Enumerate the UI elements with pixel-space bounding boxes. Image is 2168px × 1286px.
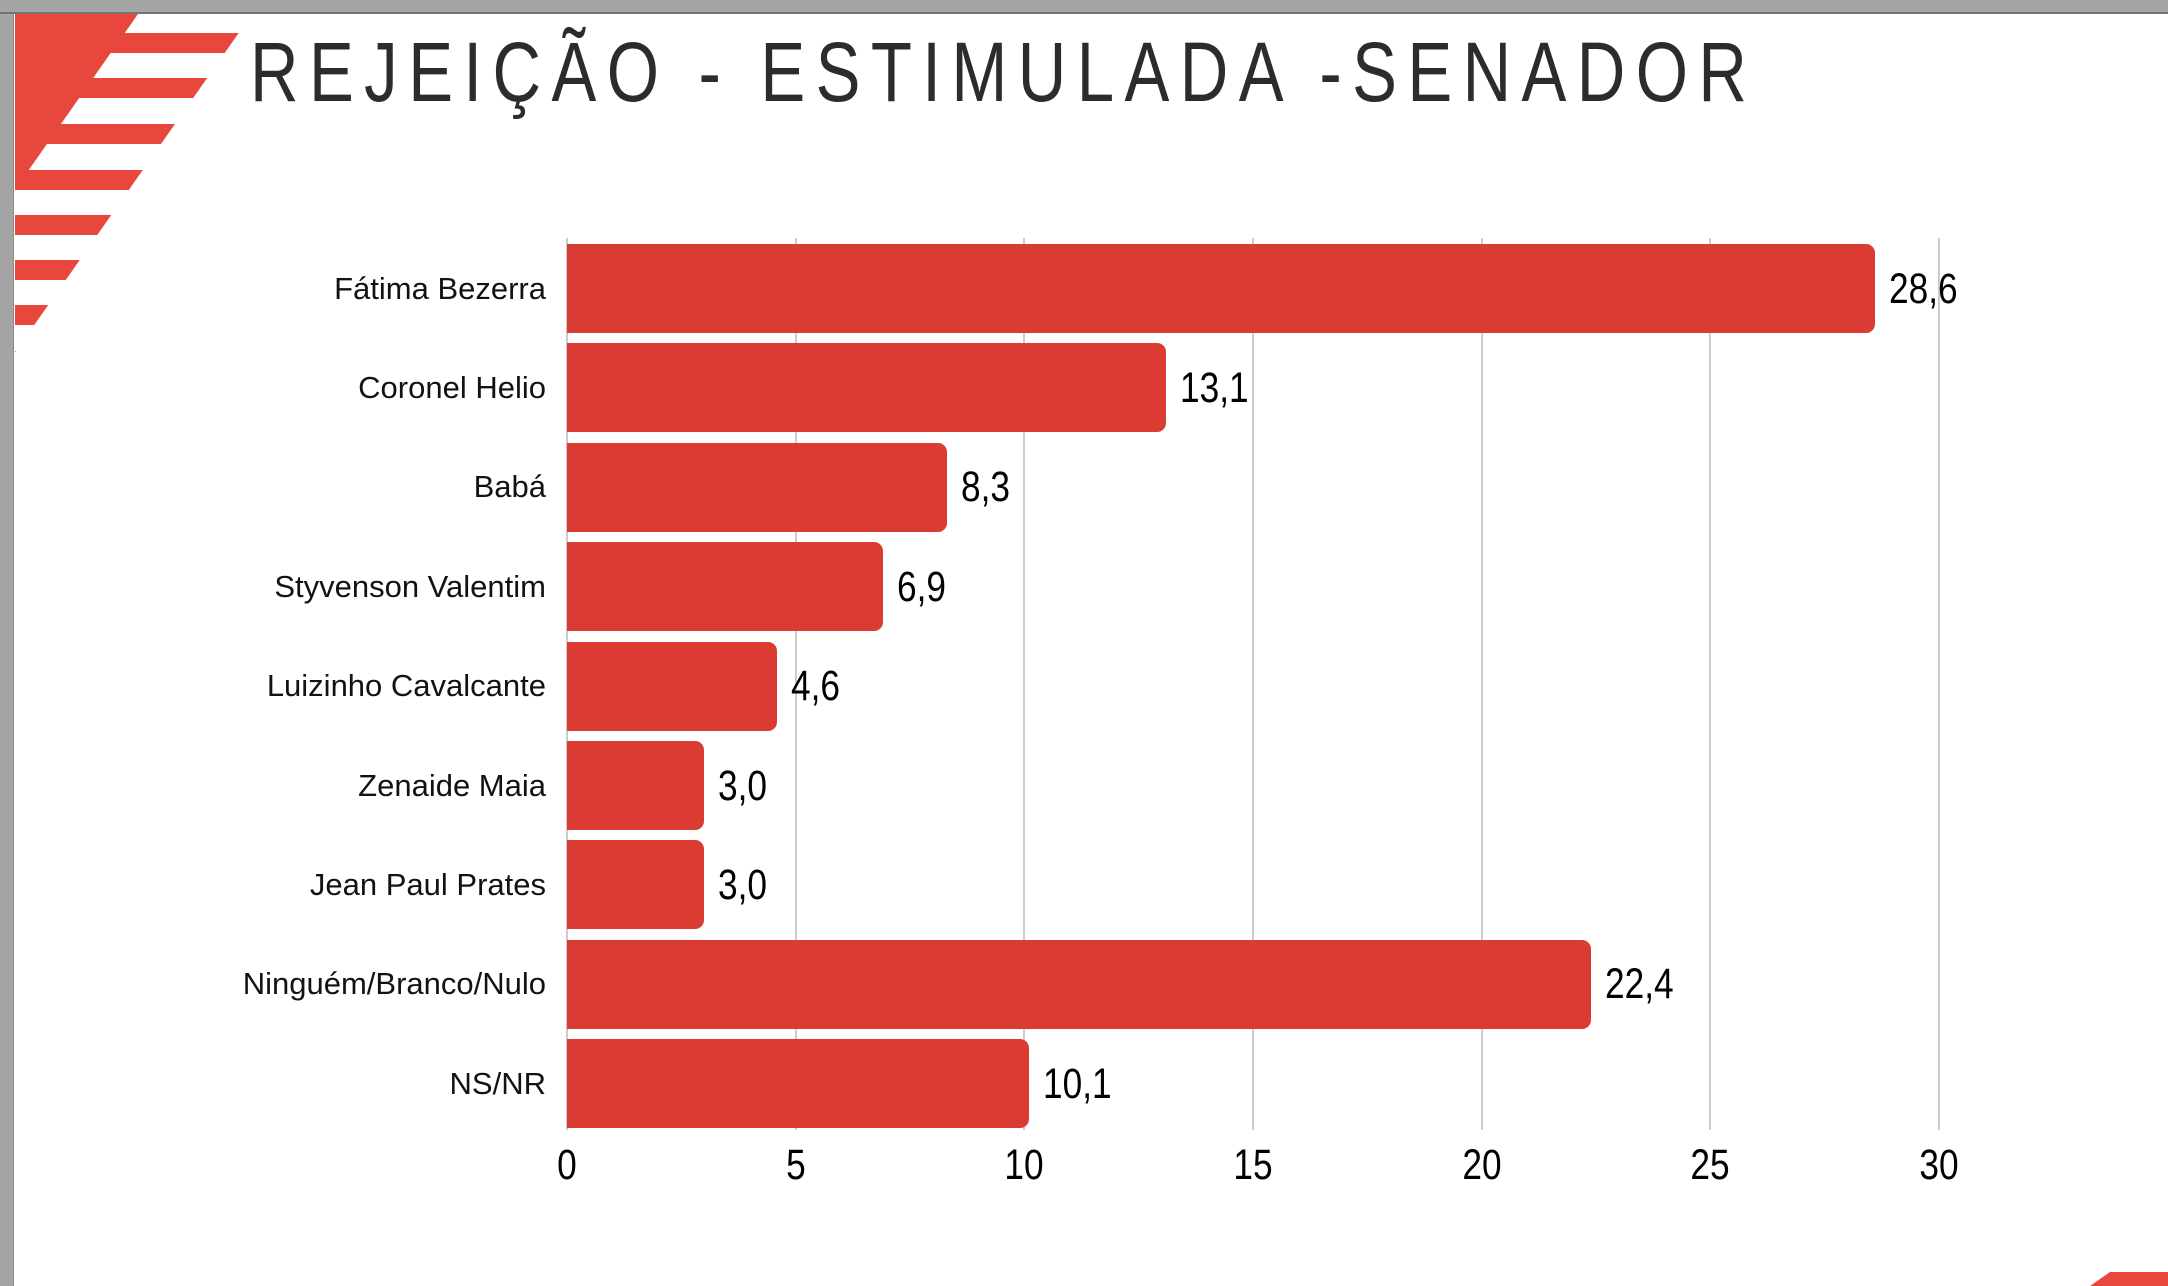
category-label: Babá [473, 469, 546, 505]
value-label: 8,3 [960, 463, 1010, 512]
value-label: 28,6 [1888, 264, 1958, 313]
slide-title: REJEIÇÃO - ESTIMULADA -SENADOR [250, 25, 1758, 119]
bar [567, 542, 883, 632]
gridline [1023, 238, 1026, 1130]
category-label: Styvenson Valentim [274, 568, 546, 604]
bar [567, 1039, 1029, 1129]
brand-stripes-icon [15, 14, 239, 371]
bar [567, 741, 705, 830]
value-label: 13,1 [1180, 363, 1249, 412]
value-label: 4,6 [791, 662, 841, 711]
x-axis-tick-label: 15 [1233, 1141, 1273, 1189]
x-axis-tick-label: 25 [1690, 1141, 1730, 1189]
bar [567, 343, 1167, 433]
gridline [1480, 238, 1483, 1130]
value-label: 22,4 [1605, 960, 1674, 1009]
category-label: NS/NR [449, 1065, 546, 1101]
value-label: 3,0 [718, 860, 768, 909]
corner-stripe-icon [2090, 1272, 2168, 1286]
x-axis-tick-label: 0 [557, 1141, 577, 1189]
x-axis-tick-label: 30 [1919, 1141, 1959, 1189]
category-label: Zenaide Maia [358, 767, 546, 803]
gridline [794, 238, 797, 1130]
gridline [1251, 238, 1254, 1130]
value-label: 3,0 [718, 761, 768, 810]
category-label: Jean Paul Prates [309, 866, 546, 902]
value-label: 10,1 [1042, 1059, 1112, 1108]
category-label: Fátima Bezerra [334, 270, 546, 306]
window-chrome-top-edge [0, 0, 2168, 14]
x-axis-tick-label: 10 [1004, 1141, 1044, 1189]
bar [567, 442, 947, 532]
x-axis-tick-label: 5 [785, 1141, 806, 1189]
x-axis-tick-label: 20 [1461, 1141, 1502, 1189]
bar [567, 939, 1592, 1029]
window-chrome-left-edge [0, 0, 14, 1286]
gridline [1709, 238, 1712, 1130]
gridline [1937, 238, 1940, 1130]
value-label: 6,9 [896, 562, 946, 611]
category-label: Ninguém/Branco/Nulo [242, 966, 546, 1002]
bar [567, 641, 778, 731]
bar [567, 840, 705, 930]
category-label: Coronel Helio [358, 369, 546, 405]
category-label: Luizinho Cavalcante [266, 668, 546, 704]
bar [567, 244, 1875, 333]
